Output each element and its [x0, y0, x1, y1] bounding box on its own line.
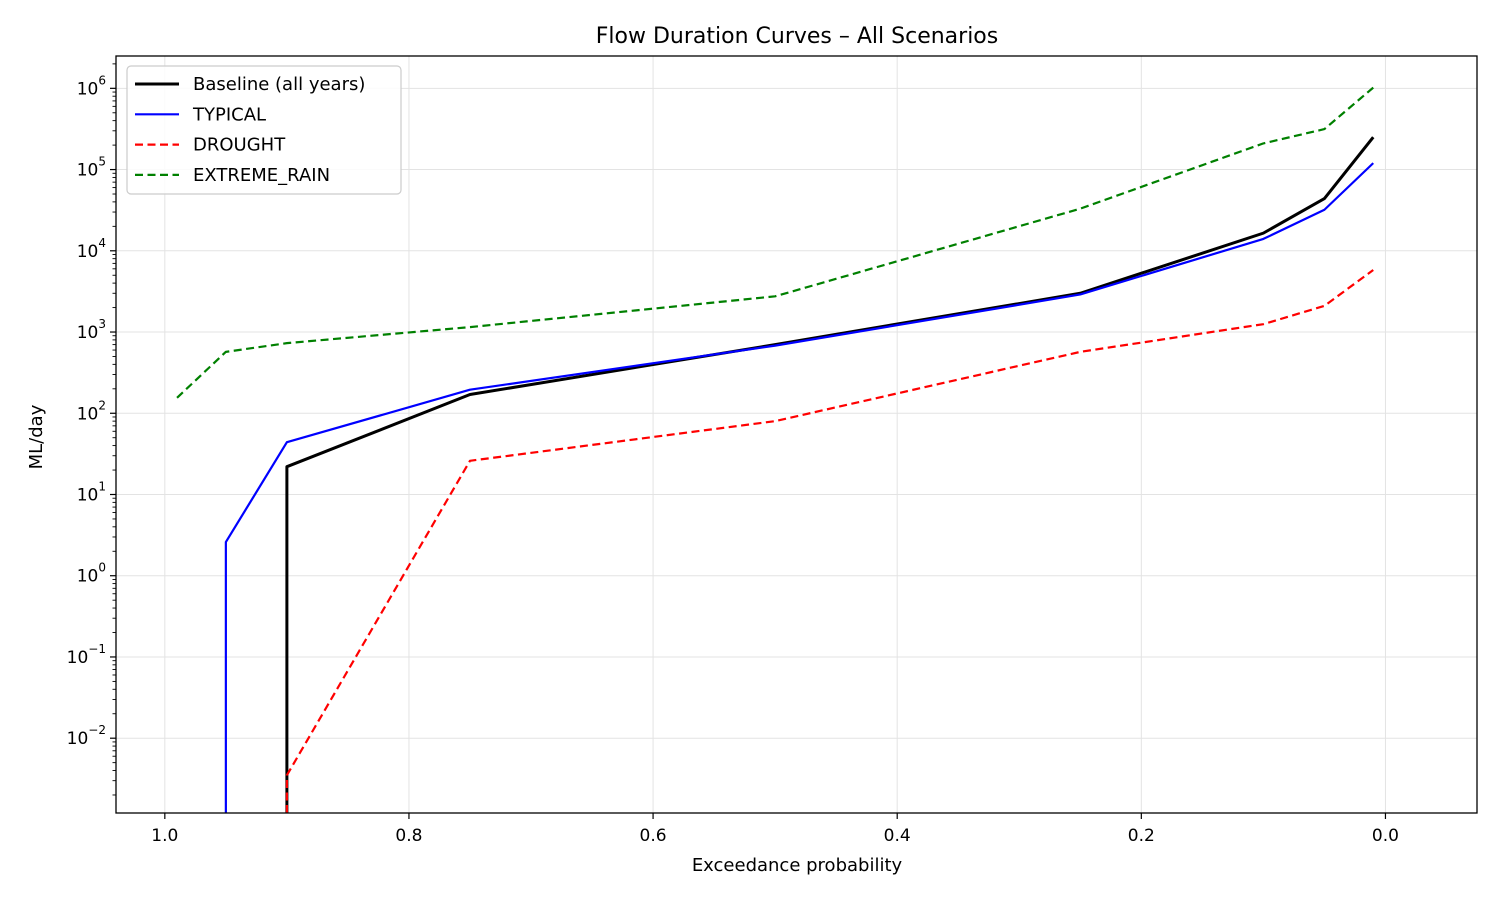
- y-tick-exponent: 1: [98, 479, 106, 493]
- y-axis-label: ML/day: [26, 404, 47, 469]
- plot-frame: [115, 55, 1478, 814]
- series-line-2: [285, 269, 1374, 813]
- legend-label: TYPICAL: [192, 104, 266, 125]
- y-tick-label: 10−1: [67, 642, 106, 668]
- series-layer: [176, 86, 1375, 813]
- y-tick-label: 10−2: [67, 723, 106, 749]
- y-tick-base: 10: [77, 161, 99, 181]
- x-tick-label: 0.2: [1128, 826, 1155, 846]
- y-tick-label: 102: [77, 398, 106, 424]
- legend-box: [126, 65, 402, 195]
- y-tick-base: 10: [67, 729, 89, 749]
- series-line-3: [176, 86, 1374, 399]
- y-tick-base: 10: [77, 485, 99, 505]
- y-tick-exponent: 6: [98, 73, 106, 87]
- legend-label: Baseline (all years): [193, 74, 365, 95]
- x-tick-label: 0.4: [884, 826, 911, 846]
- y-tick-base: 10: [77, 567, 99, 587]
- legend: Baseline (all years) TYPICAL DROUGHT EXTREM…: [126, 65, 402, 195]
- y-tick-label: 104: [77, 236, 106, 262]
- y-tick-label: 106: [77, 73, 106, 99]
- y-tick-label: 103: [77, 317, 106, 343]
- x-tick-label: 1.0: [151, 826, 178, 846]
- grid: [116, 56, 1477, 813]
- x-tick-label: 0.6: [640, 826, 667, 846]
- y-tick-label: 101: [77, 479, 106, 505]
- y-tick-exponent: 3: [98, 317, 106, 331]
- y-tick-label: 100: [77, 561, 106, 587]
- y-tick-base: 10: [77, 242, 99, 262]
- y-tick-base: 10: [67, 648, 89, 668]
- y-tick-label: 105: [77, 155, 106, 181]
- legend-label: EXTREME_RAIN: [193, 165, 330, 186]
- chart-title: Flow Duration Curves – All Scenarios: [596, 24, 998, 49]
- y-tick-exponent: 4: [98, 236, 106, 250]
- y-tick-exponent: 2: [98, 398, 106, 412]
- y-tick-exponent: −1: [88, 642, 106, 656]
- x-axis-label: Exceedance probability: [692, 855, 903, 876]
- y-tick-exponent: 0: [98, 561, 106, 575]
- series-line-1: [224, 162, 1375, 813]
- x-tick-label: 0.8: [395, 826, 422, 846]
- y-tick-base: 10: [77, 323, 99, 343]
- y-tick-exponent: −2: [88, 723, 106, 737]
- legend-label: DROUGHT: [193, 135, 286, 156]
- x-axis-ticks: 1.0 0.8 0.6 0.4 0.2 0.0: [151, 813, 1399, 846]
- x-tick-label: 0.0: [1372, 826, 1399, 846]
- y-tick-base: 10: [77, 404, 99, 424]
- y-tick-base: 10: [77, 79, 99, 99]
- y-tick-exponent: 5: [98, 155, 106, 169]
